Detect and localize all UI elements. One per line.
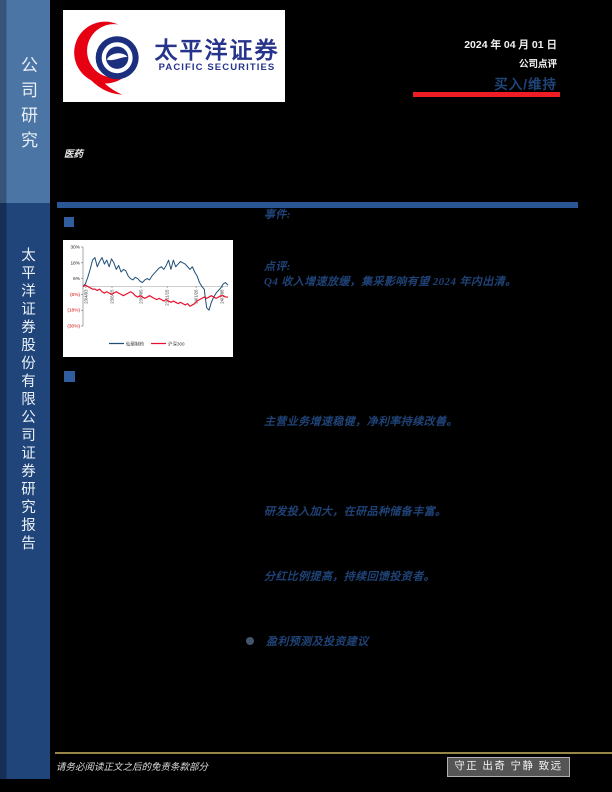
svg-text:18%: 18%: [70, 260, 80, 266]
sidebar-label-research-report: 太平洋证券股份有限公司证券研究报告: [19, 247, 35, 553]
svg-text:23/4/03: 23/4/03: [83, 289, 88, 304]
logo-chinese-name: 太平洋证券: [154, 37, 280, 63]
square-bullet-icon: [64, 371, 75, 382]
sidebar-top-section: 公司研究: [0, 0, 50, 203]
footer-divider-line: [55, 752, 612, 754]
pacific-securities-logo-icon: [74, 21, 141, 95]
sidebar-label-company-research: 公司研究: [18, 56, 37, 156]
svg-text:6%: 6%: [73, 276, 81, 282]
disclaimer-text: 请务必阅读正文之后的免责条款部分: [56, 763, 209, 773]
sidebar: 公司研究 太平洋证券股份有限公司证券研究报告: [0, 0, 50, 779]
logo-box: 太平洋证券 PACIFIC SECURITIES: [63, 10, 285, 102]
comment-headline: Q4 收入增速放缓，集采影响有望 2024 年内出清。: [264, 276, 517, 288]
stock-performance-chart: 30% 18% 6% (6%) (18%) (30%) 23/4/03 23/6/15 23/9…: [63, 240, 233, 357]
svg-text:(18%): (18%): [67, 308, 80, 314]
company-motto-box: 守正 出奇 宁静 致远: [447, 757, 570, 777]
svg-text:30%: 30%: [70, 245, 80, 251]
rating-badge: 买入/维持: [494, 77, 557, 92]
comment-label: 点评:: [264, 261, 291, 273]
rating-underline: [413, 92, 560, 97]
event-label: 事件:: [264, 209, 291, 221]
report-date: 2024 年 04 月 01 日: [464, 39, 557, 51]
logo-english-name: PACIFIC SECURITIES: [158, 62, 276, 73]
circle-bullet-icon: [246, 637, 254, 645]
square-bullet-icon: [64, 217, 74, 227]
sidebar-bottom-section: 太平洋证券股份有限公司证券研究报告: [0, 203, 50, 779]
svg-text:23/6/15: 23/6/15: [110, 289, 115, 304]
profit-forecast-heading: 盈利预测及投资建议: [266, 636, 369, 648]
report-type: 公司点评: [518, 59, 557, 70]
industry-label: 医药: [64, 150, 84, 160]
performance-chart-svg: 30%18%6%(6%)(18%)(30%)23/4/03 23/6/15 23/9…: [67, 245, 229, 347]
svg-text:仙琚制药: 仙琚制药: [126, 340, 144, 347]
paragraph-title-3: 分红比例提高，持续回馈投资者。: [264, 571, 435, 583]
svg-text:沪深300: 沪深300: [168, 340, 185, 347]
svg-text:24/1/26: 24/1/26: [194, 289, 199, 304]
svg-text:(6%): (6%): [70, 292, 80, 298]
paragraph-title-2: 研发投入加大，在研品种储备丰富。: [264, 506, 447, 518]
header-divider-bar: [57, 202, 578, 208]
svg-text:23/11/15: 23/11/15: [165, 289, 170, 306]
svg-text:(30%): (30%): [67, 324, 80, 330]
paragraph-title-1: 主营业务增速稳健，净利率持续改善。: [264, 416, 458, 428]
